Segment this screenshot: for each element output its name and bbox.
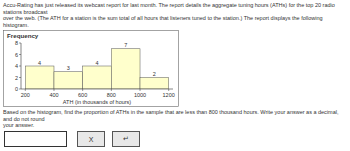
y-tick-label: 6 xyxy=(15,52,18,58)
x-tick xyxy=(140,89,141,91)
enter-button[interactable]: ↵ xyxy=(112,131,140,147)
answer-box[interactable] xyxy=(4,131,67,147)
x-tick xyxy=(53,89,54,91)
clear-button[interactable]: X xyxy=(77,131,105,147)
x-tick xyxy=(82,89,83,91)
question-text: Accu-Rating has just released its webcas… xyxy=(3,2,347,28)
prompt-text: Based on the histogram, find the proport… xyxy=(3,109,347,129)
chart-title: Frequency xyxy=(7,32,39,39)
bar xyxy=(83,66,112,89)
y-tick-label: 4 xyxy=(15,63,18,69)
bar xyxy=(25,66,54,89)
x-tick xyxy=(111,89,112,91)
y-tick xyxy=(19,66,21,67)
bar xyxy=(111,49,140,89)
bars xyxy=(25,49,168,89)
data-label: 2 xyxy=(153,71,156,77)
data-label: 3 xyxy=(67,65,70,71)
x-tick xyxy=(25,89,26,91)
data-label: 7 xyxy=(124,42,127,48)
chart-border xyxy=(4,31,179,107)
y-tick xyxy=(19,77,21,78)
x-tick-label: 400 xyxy=(49,92,58,98)
x-axis-label: ATH (in thousands of hours) xyxy=(63,99,132,105)
histogram: Frequency 4 3 4 7 2 0 2 4 6 8 200 400 600 800 1000 1200 A… xyxy=(3,30,179,107)
x-tick-label: 1200 xyxy=(163,92,175,98)
x-tick-label: 600 xyxy=(78,92,87,98)
x-tick xyxy=(168,89,169,91)
data-label: 4 xyxy=(38,60,41,66)
bar xyxy=(140,78,169,90)
x-axis xyxy=(21,89,173,90)
data-label: 4 xyxy=(95,60,98,66)
y-tick xyxy=(19,54,21,55)
y-tick xyxy=(19,89,21,90)
x-tick-label: 800 xyxy=(107,92,116,98)
bar xyxy=(54,72,83,89)
x-tick-label: 200 xyxy=(21,92,30,98)
y-tick-label: 2 xyxy=(15,75,18,81)
x-tick-label: 1000 xyxy=(134,92,146,98)
y-tick-label: 0 xyxy=(15,86,18,92)
y-tick-label: 8 xyxy=(15,40,18,46)
y-tick xyxy=(19,43,21,44)
